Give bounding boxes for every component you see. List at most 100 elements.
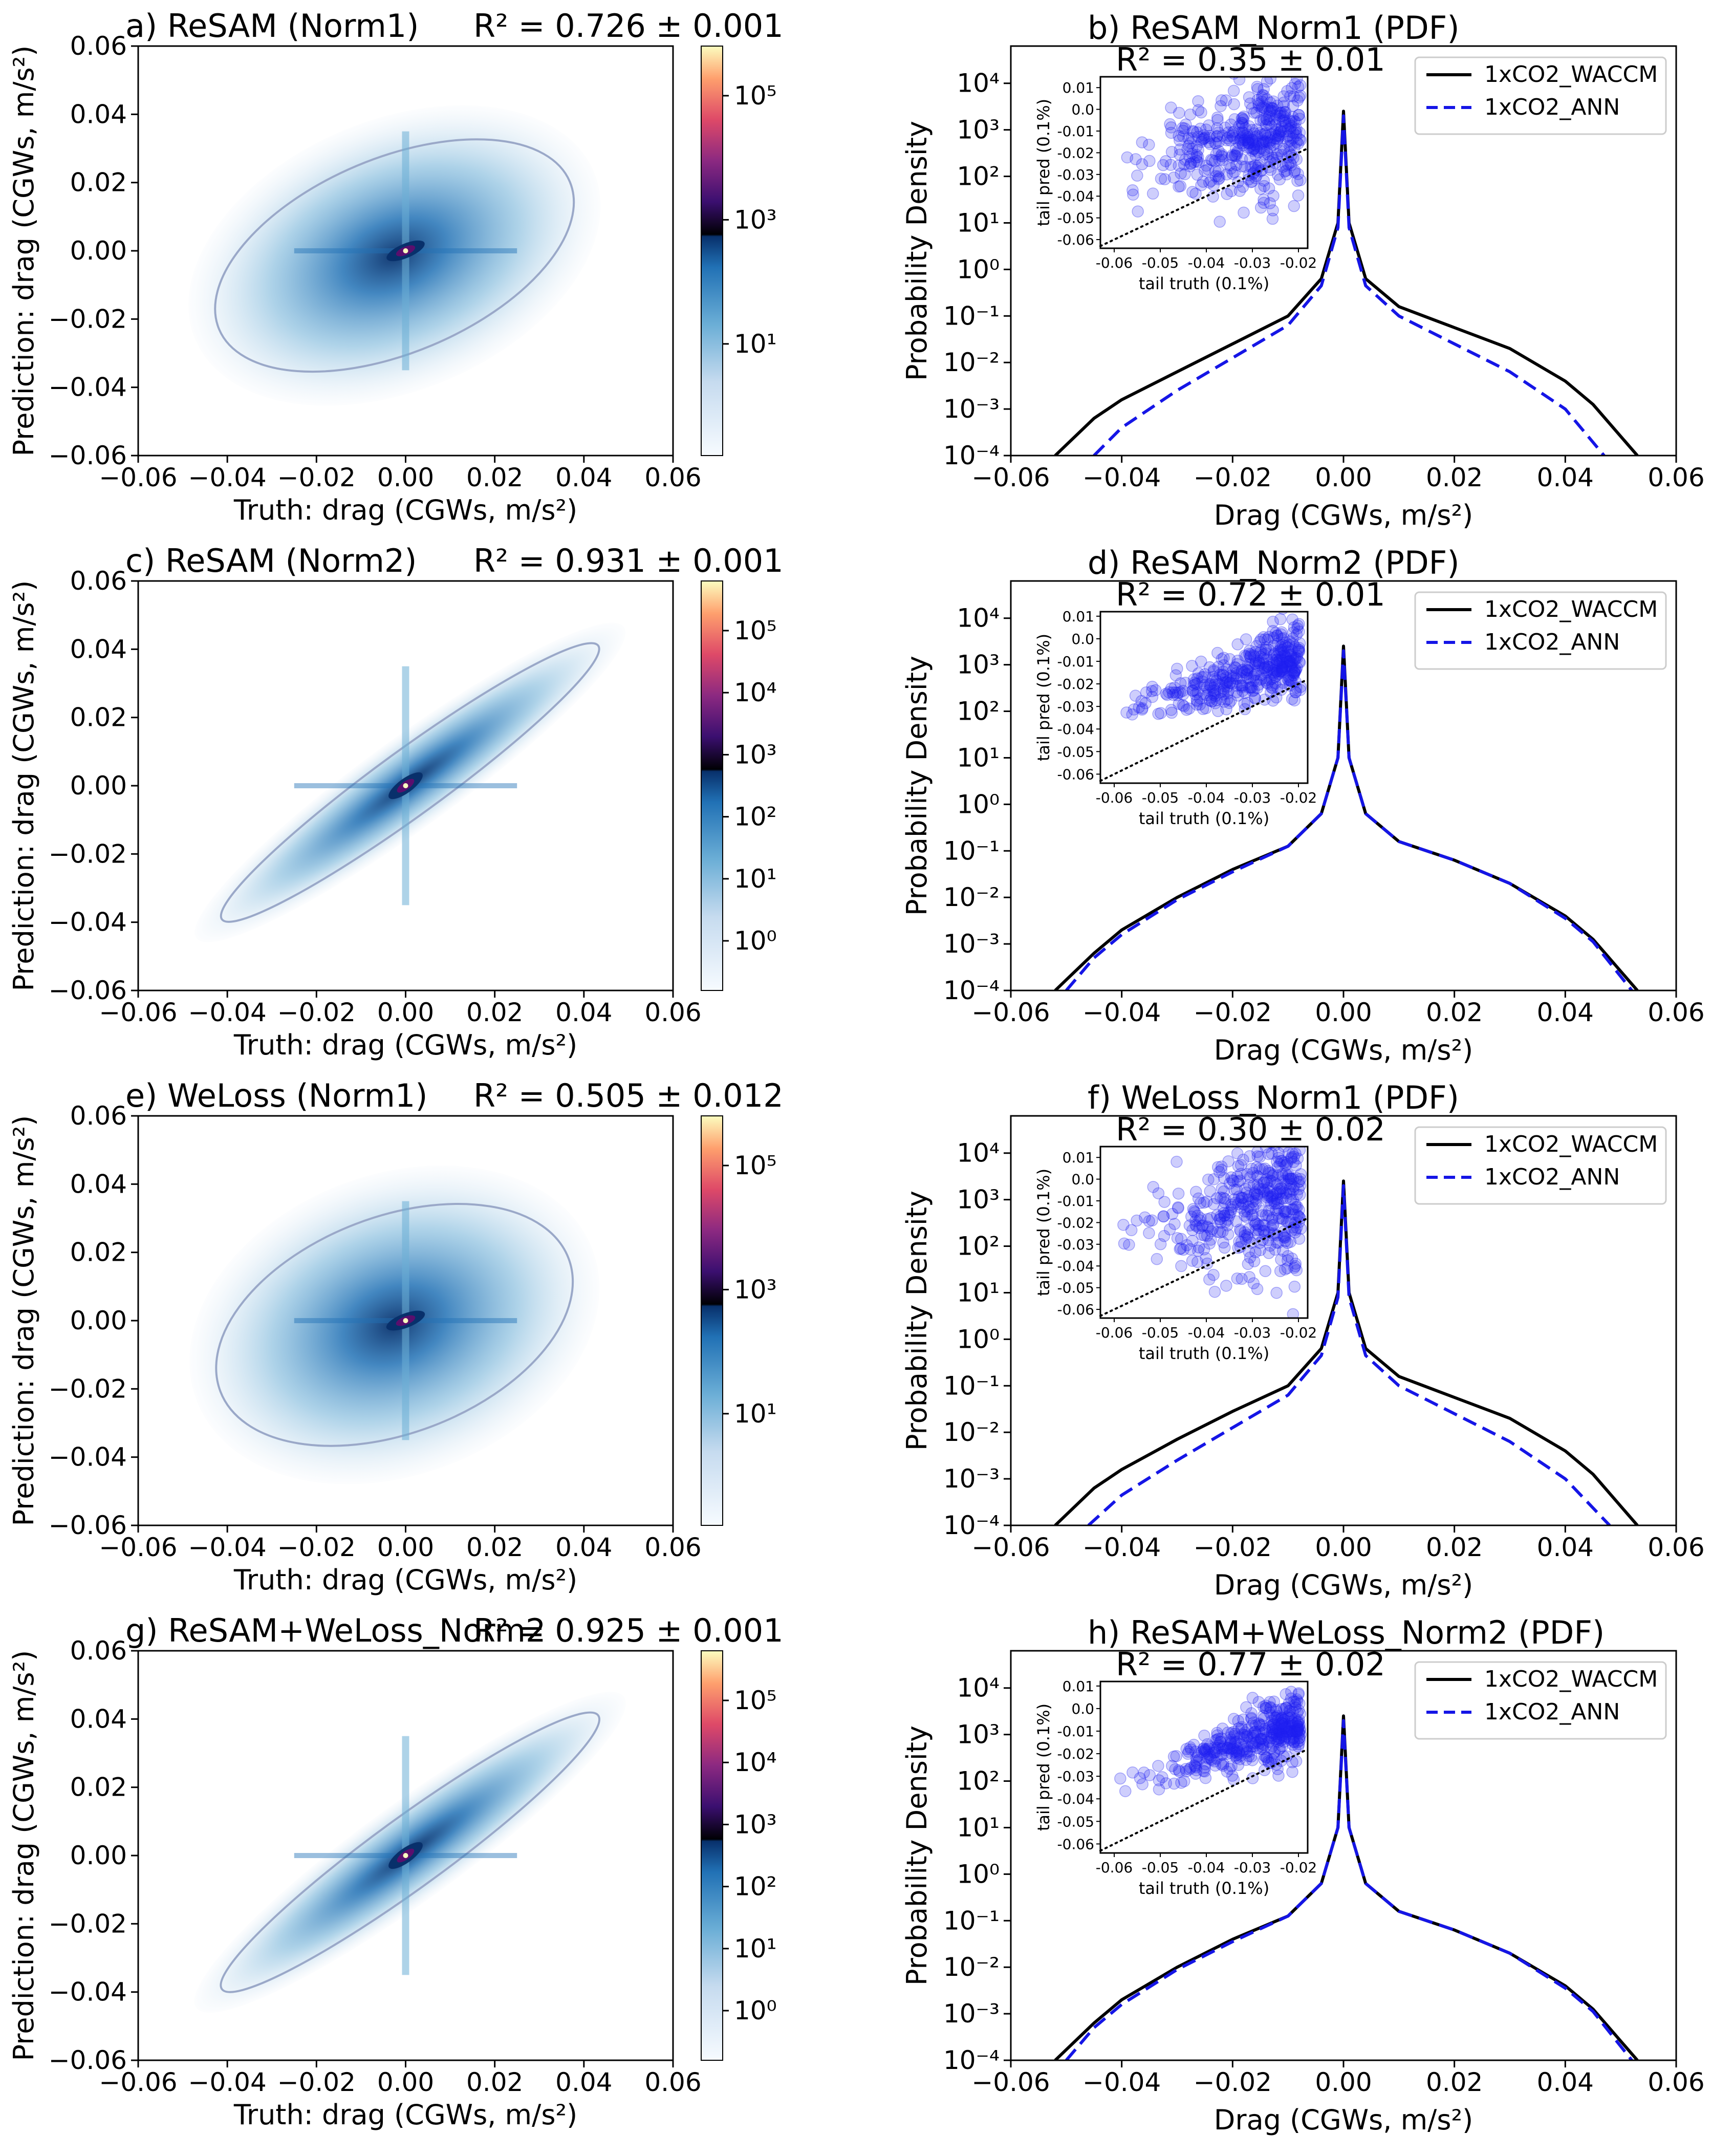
inset-point [1163, 1223, 1176, 1236]
inset-point [1285, 116, 1298, 128]
inset-point [1257, 135, 1269, 147]
inset-point [1291, 1188, 1303, 1201]
inset-point [1231, 145, 1244, 158]
inset-point [1259, 1162, 1271, 1175]
inset-point [1289, 664, 1302, 677]
inset-point [1160, 687, 1173, 700]
inset-point [1277, 90, 1290, 102]
inset-point [1288, 1180, 1300, 1193]
inset-point [1209, 687, 1221, 700]
series-line-1 [1093, 114, 1606, 456]
inset-point [1198, 1196, 1210, 1209]
inset-point [1209, 684, 1221, 697]
inset-point [1205, 678, 1217, 691]
inset-point [1225, 1198, 1238, 1211]
inset-point [1173, 106, 1185, 119]
inset-point [1190, 140, 1203, 153]
inset-point [1213, 1213, 1226, 1225]
inset-point [1288, 655, 1300, 667]
inset-point [1225, 1743, 1238, 1755]
inset-point [1259, 662, 1271, 675]
inset-point [1280, 650, 1292, 663]
inset-point [1275, 1719, 1288, 1732]
inset-point [1186, 684, 1199, 697]
inset-point [1288, 1695, 1300, 1708]
inset-point [1222, 1228, 1234, 1241]
inset-point [1289, 653, 1302, 665]
inset-point [1217, 154, 1229, 166]
inset-point [1220, 671, 1232, 683]
inset-point [1262, 1148, 1275, 1160]
inset-point [1192, 131, 1204, 143]
inset-y-tick-label: -0.04 [1057, 721, 1094, 738]
inset-point [1210, 694, 1223, 706]
inset-point [1222, 1206, 1234, 1219]
inset-point [1276, 1193, 1289, 1205]
y-tick-label: 10⁻³ [943, 394, 1000, 424]
inset-point [1271, 659, 1283, 672]
inset-point [1232, 689, 1244, 702]
inset-point [1258, 1734, 1270, 1746]
inset-point [1199, 1772, 1212, 1784]
inset-point [1178, 700, 1190, 713]
inset-point [1227, 84, 1240, 97]
inset-point [1236, 1721, 1248, 1733]
inset-point [1261, 653, 1273, 665]
inset-point [1275, 1712, 1288, 1724]
inset-point [1293, 1726, 1305, 1739]
inset-point [1269, 1712, 1282, 1724]
inset-point [1259, 643, 1272, 656]
inset-point [1244, 681, 1256, 694]
inset-point [1273, 128, 1285, 141]
y-axis-label: Prediction: drag (CGWs, m/s²) [8, 46, 40, 457]
inset-point [1211, 1727, 1223, 1739]
inset-y-tick-label: -0.06 [1057, 1836, 1094, 1852]
inset-point [1244, 651, 1256, 663]
inset-point [1165, 704, 1178, 716]
inset-point [1271, 1728, 1283, 1740]
inset-point [1244, 1171, 1256, 1183]
inset-point [1287, 1208, 1300, 1221]
inset-point [1282, 1169, 1295, 1181]
inset-point [1123, 1239, 1135, 1251]
inset-y-tick-label: -0.06 [1057, 231, 1094, 248]
inset-point [1234, 1168, 1247, 1180]
inset-point [1231, 1175, 1244, 1188]
inset-point [1243, 1232, 1255, 1244]
inset-point [1293, 1175, 1306, 1188]
inset-point [1153, 1774, 1165, 1786]
inset-point [1252, 138, 1265, 150]
inset-point [1254, 114, 1267, 126]
inset-point [1243, 1745, 1256, 1758]
inset-point [1284, 1718, 1296, 1730]
inset-point [1221, 1219, 1234, 1232]
inset-point [1248, 127, 1261, 140]
inset-point [1207, 682, 1220, 694]
inset-point [1159, 173, 1171, 185]
inset-point [1276, 1729, 1288, 1741]
inset-point [1251, 1147, 1264, 1158]
inset-point [1205, 1212, 1217, 1224]
inset-point [1207, 664, 1220, 677]
inset-y-tick-label: -0.02 [1057, 1745, 1094, 1762]
inset-point [1232, 1198, 1244, 1211]
inset-point [1283, 655, 1296, 667]
inset-point [1190, 149, 1203, 161]
inset-point [1260, 676, 1273, 688]
inset-point [1175, 167, 1187, 180]
inset-point [1294, 1729, 1307, 1741]
inset-point [1291, 1725, 1304, 1737]
inset-point [1256, 137, 1269, 150]
inset-points [1121, 77, 1307, 228]
inset-point [1240, 650, 1252, 663]
x-tick-label: −0.02 [277, 463, 356, 492]
inset-point [1271, 629, 1284, 642]
inset-point [1256, 1209, 1269, 1221]
inset-point [1210, 1745, 1223, 1758]
inset-point [1287, 652, 1300, 664]
inset-point [1212, 136, 1225, 148]
inset-r2-title: R² = 0.35 ± 0.01 [1116, 41, 1385, 78]
inset-point [1292, 189, 1305, 202]
inset-point [1186, 660, 1198, 672]
inset-point [1216, 1742, 1228, 1755]
